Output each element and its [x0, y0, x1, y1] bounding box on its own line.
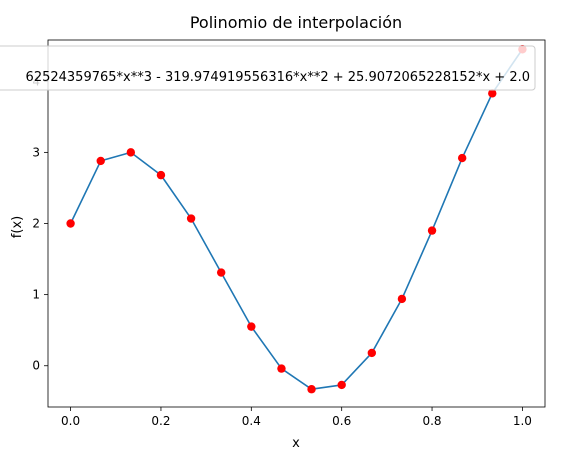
data-point: [337, 380, 346, 390]
legend-box: [0, 45, 536, 91]
legend-entry-label: 62524359765*x**3 - 319.974919556316*x**2…: [26, 70, 530, 85]
x-tick-label: 0.8: [422, 414, 441, 428]
data-point: [247, 322, 256, 331]
y-tick-label: 0: [32, 359, 40, 373]
y-tick-label: 2: [32, 217, 40, 231]
data-point: [216, 268, 226, 277]
data-point: [427, 226, 437, 235]
data-point: [397, 294, 407, 304]
axes-frame: [47, 39, 546, 408]
y-axis-label: f(x): [10, 216, 25, 238]
x-tick-label: 0.0: [61, 414, 80, 428]
data-point: [488, 89, 497, 98]
legend: 62524359765*x**3 - 319.974919556316*x**2…: [0, 45, 536, 91]
data-point: [457, 153, 467, 163]
series-line: [69, 48, 524, 391]
x-axis-label: x: [292, 436, 300, 451]
chart-title: Polinomio de interpolación: [190, 13, 402, 32]
plot-area: 0.00.20.40.60.81.001234: [32, 39, 546, 428]
y-tick-label: 1: [32, 288, 40, 302]
x-tick-label: 1.0: [513, 414, 532, 428]
data-point: [186, 214, 196, 223]
x-tick-label: 0.2: [151, 414, 170, 428]
data-point: [367, 348, 377, 358]
data-point: [277, 364, 286, 373]
data-point: [96, 156, 105, 166]
data-point: [126, 148, 136, 157]
data-point: [156, 170, 166, 180]
data-point: [66, 219, 75, 228]
x-tick-label: 0.4: [242, 414, 261, 428]
x-tick-label: 0.6: [332, 414, 351, 428]
data-point: [307, 385, 316, 394]
y-tick-label: 3: [32, 145, 40, 159]
